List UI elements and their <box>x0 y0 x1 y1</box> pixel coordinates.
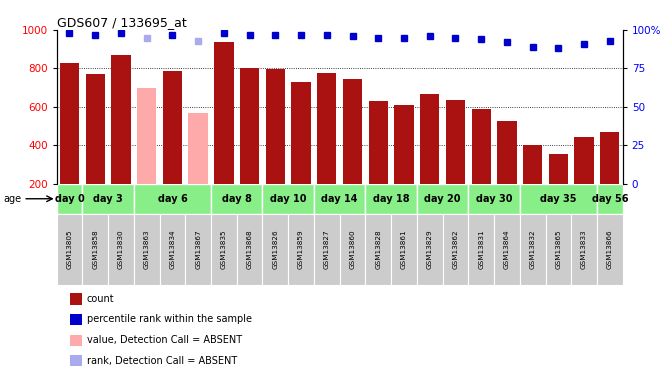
Text: GSM13860: GSM13860 <box>350 230 356 269</box>
Bar <box>211 214 236 285</box>
Bar <box>394 105 414 184</box>
Bar <box>317 73 336 184</box>
Bar <box>472 109 491 184</box>
Text: day 20: day 20 <box>424 194 461 204</box>
Text: GSM13805: GSM13805 <box>67 230 73 269</box>
Text: GSM13866: GSM13866 <box>607 230 613 269</box>
Text: GDS607 / 133695_at: GDS607 / 133695_at <box>57 16 186 29</box>
Text: day 56: day 56 <box>591 194 628 204</box>
Bar <box>314 184 366 214</box>
Text: value, Detection Call = ABSENT: value, Detection Call = ABSENT <box>87 335 242 345</box>
Text: GSM13834: GSM13834 <box>169 230 175 269</box>
Bar <box>57 214 83 285</box>
Bar <box>134 184 211 214</box>
Text: GSM13826: GSM13826 <box>272 230 278 269</box>
Bar <box>468 214 494 285</box>
Bar <box>240 68 259 184</box>
Text: GSM13858: GSM13858 <box>92 230 98 269</box>
Bar <box>519 214 545 285</box>
Bar <box>571 214 597 285</box>
Bar <box>446 100 465 184</box>
Bar <box>366 184 417 214</box>
Bar <box>214 42 234 184</box>
Bar <box>575 136 594 184</box>
Bar <box>292 82 311 184</box>
Bar <box>266 69 285 184</box>
Bar <box>366 214 391 285</box>
Text: GSM13867: GSM13867 <box>195 230 201 269</box>
Bar <box>498 121 517 184</box>
Text: GSM13865: GSM13865 <box>555 230 561 269</box>
Bar <box>137 88 157 184</box>
Text: count: count <box>87 294 114 304</box>
Text: GSM13859: GSM13859 <box>298 230 304 269</box>
Bar <box>262 214 288 285</box>
Bar <box>60 63 79 184</box>
Bar <box>340 214 366 285</box>
Bar <box>443 214 468 285</box>
Bar <box>108 214 134 285</box>
Bar <box>57 184 83 214</box>
Text: rank, Detection Call = ABSENT: rank, Detection Call = ABSENT <box>87 356 237 366</box>
Text: GSM13864: GSM13864 <box>504 230 510 269</box>
Bar <box>545 214 571 285</box>
Bar <box>85 74 105 184</box>
Text: day 0: day 0 <box>55 194 85 204</box>
Text: day 18: day 18 <box>373 194 410 204</box>
Bar <box>343 79 362 184</box>
Bar <box>368 101 388 184</box>
Bar <box>83 214 108 285</box>
Bar <box>160 214 185 285</box>
Text: GSM13827: GSM13827 <box>324 230 330 269</box>
Bar <box>600 132 619 184</box>
Text: day 3: day 3 <box>93 194 123 204</box>
Bar <box>420 94 440 184</box>
Text: day 35: day 35 <box>540 194 577 204</box>
Bar <box>262 184 314 214</box>
Bar <box>134 214 160 285</box>
Text: day 6: day 6 <box>158 194 187 204</box>
Text: GSM13862: GSM13862 <box>452 230 458 269</box>
Bar <box>111 55 131 184</box>
Bar <box>494 214 519 285</box>
Text: day 8: day 8 <box>222 194 252 204</box>
Text: GSM13832: GSM13832 <box>529 230 535 269</box>
Text: GSM13861: GSM13861 <box>401 230 407 269</box>
Text: age: age <box>3 194 21 204</box>
Bar <box>236 214 262 285</box>
Bar <box>597 214 623 285</box>
Text: GSM13830: GSM13830 <box>118 230 124 269</box>
Text: day 14: day 14 <box>322 194 358 204</box>
Bar <box>468 184 519 214</box>
Bar <box>417 184 468 214</box>
Text: GSM13829: GSM13829 <box>427 230 433 269</box>
Bar <box>288 214 314 285</box>
Text: day 30: day 30 <box>476 194 512 204</box>
Bar <box>549 154 568 184</box>
Bar <box>185 214 211 285</box>
Bar <box>163 71 182 184</box>
Bar <box>519 184 597 214</box>
Bar <box>211 184 262 214</box>
Text: percentile rank within the sample: percentile rank within the sample <box>87 315 252 324</box>
Bar <box>188 112 208 184</box>
Text: day 10: day 10 <box>270 194 306 204</box>
Bar <box>417 214 443 285</box>
Text: GSM13835: GSM13835 <box>221 230 227 269</box>
Bar <box>314 214 340 285</box>
Text: GSM13863: GSM13863 <box>144 230 150 269</box>
Bar <box>597 184 623 214</box>
Bar <box>523 146 542 184</box>
Text: GSM13833: GSM13833 <box>581 230 587 269</box>
Bar <box>391 214 417 285</box>
Text: GSM13868: GSM13868 <box>246 230 252 269</box>
Bar <box>83 184 134 214</box>
Text: GSM13831: GSM13831 <box>478 230 484 269</box>
Text: GSM13828: GSM13828 <box>375 230 381 269</box>
